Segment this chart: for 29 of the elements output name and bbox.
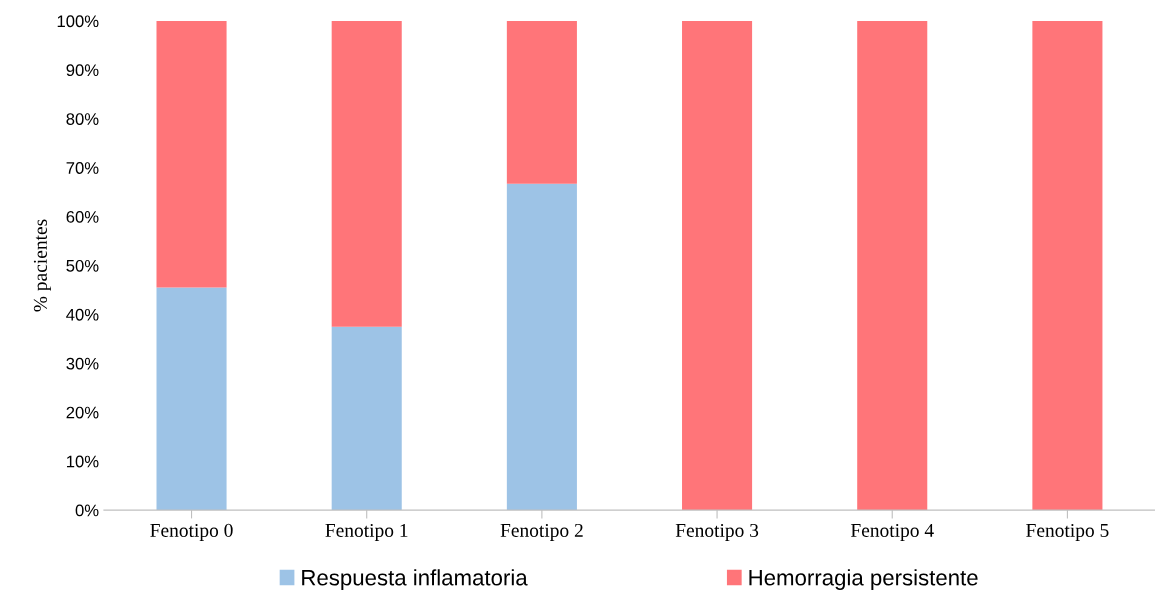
y-tick-label: 90% [66, 64, 99, 77]
y-tick-label: 100% [57, 15, 99, 28]
x-tick-label: Fenotipo 4 [850, 523, 934, 541]
bar [506, 183, 577, 511]
y-tick-label: 70% [66, 162, 99, 174]
x-tick-label: Fenotipo 2 [500, 523, 583, 541]
bar [857, 20, 928, 511]
x-tick-label: Fenotipo 3 [675, 523, 759, 541]
x-tick-label: Fenotipo 1 [325, 523, 408, 541]
bar [331, 20, 402, 327]
y-tick-label: 80% [66, 113, 99, 125]
bar [156, 20, 227, 288]
bar [331, 326, 402, 511]
y-tick-label: 20% [66, 406, 99, 419]
x-tick-label: Fenotipo 0 [150, 523, 233, 541]
y-tick-label: 0% [75, 504, 99, 517]
y-tick-label: 30% [66, 357, 99, 370]
y-tick-label: 50% [66, 259, 99, 272]
bar [506, 20, 577, 184]
bar [156, 287, 227, 511]
legend-label: Hemorragia persistente [749, 569, 978, 590]
y-tick-label: 40% [66, 308, 99, 321]
legend-label: Respuesta inflamatoria [302, 569, 528, 590]
y-tick-label: 10% [67, 455, 99, 468]
x-tick-label: Fenotipo 5 [1026, 523, 1109, 541]
y-tick-label: 60% [66, 211, 99, 223]
y-axis-title: % pacientes [33, 219, 51, 312]
bar [1032, 20, 1103, 511]
bar [682, 20, 753, 511]
